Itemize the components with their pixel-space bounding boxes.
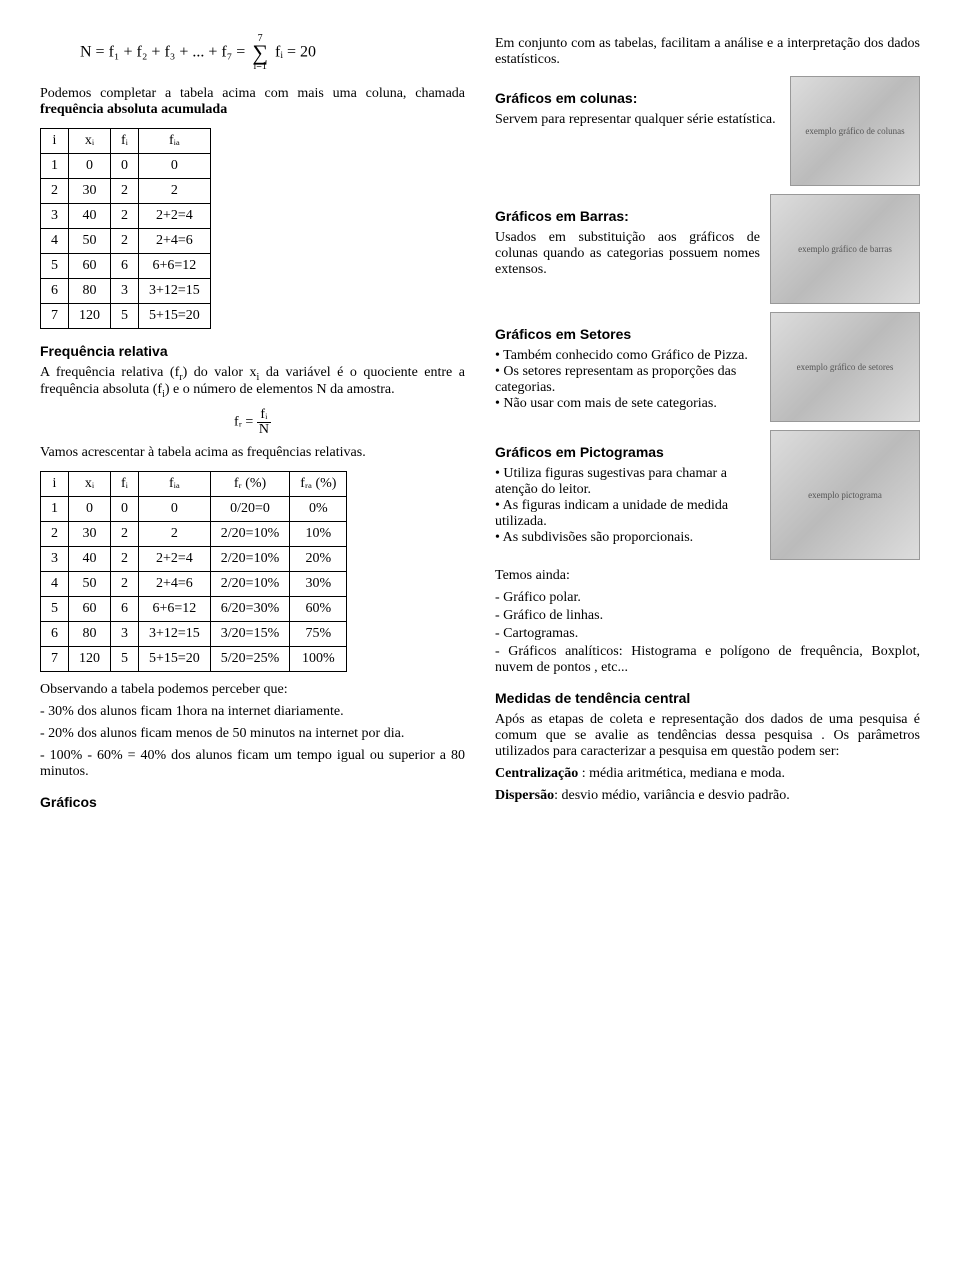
table-row: 230222/20=10%10% bbox=[41, 522, 347, 547]
setores-image: exemplo gráfico de setores bbox=[770, 312, 920, 422]
table-header: i bbox=[41, 472, 69, 497]
list-item: - Gráfico polar. bbox=[495, 590, 920, 606]
table-row: 10000/20=00% bbox=[41, 497, 347, 522]
graficos-colunas-text: Servem para representar qualquer série e… bbox=[495, 112, 780, 128]
graficos-title: Gráficos bbox=[40, 794, 465, 810]
centralizacao-line: Centralização : média aritmética, median… bbox=[495, 766, 920, 782]
list-item: Não usar com mais de sete categorias. bbox=[495, 396, 760, 412]
graficos-barras-title: Gráficos em Barras: bbox=[495, 208, 760, 224]
table-freq-abs-acum: ixᵢfᵢfᵢₐ 10002302234022+2=445022+4=65606… bbox=[40, 128, 211, 329]
table-row: 45022+4=62/20=10%30% bbox=[41, 572, 347, 597]
table-row: 68033+12=153/20=15%75% bbox=[41, 622, 347, 647]
setores-list: Também conhecido como Gráfico de Pizza.O… bbox=[495, 348, 760, 412]
sigma-symbol: 7 ∑ i=1 bbox=[252, 34, 268, 72]
table-freq-relativa: ixᵢfᵢfᵢₐfᵣ (%)fᵣₐ (%) 10000/20=00%230222… bbox=[40, 471, 347, 672]
list-item: - Gráficos analíticos: Histograma e polí… bbox=[495, 644, 920, 676]
barras-image: exemplo gráfico de barras bbox=[770, 194, 920, 304]
freq-rel-paragraph-1: A frequência relativa (fr) do valor xi d… bbox=[40, 365, 465, 401]
table-row: 712055+15=20 bbox=[41, 303, 211, 328]
table-row: 34022+2=42/20=10%20% bbox=[41, 547, 347, 572]
table-header: fᵢ bbox=[111, 128, 139, 153]
freq-rel-paragraph-2: Vamos acrescentar à tabela acima as freq… bbox=[40, 445, 465, 461]
colunas-image: exemplo gráfico de colunas bbox=[790, 76, 920, 186]
list-item: - Gráfico de linhas. bbox=[495, 608, 920, 624]
medidas-paragraph: Após as etapas de coleta e representação… bbox=[495, 712, 920, 760]
graficos-setores-title: Gráficos em Setores bbox=[495, 326, 760, 342]
graficos-barras-text: Usados em substituição aos gráficos de c… bbox=[495, 230, 760, 278]
obs-list: - 30% dos alunos ficam 1hora na internet… bbox=[40, 704, 465, 780]
table-header: fᵣₐ (%) bbox=[290, 472, 347, 497]
table-header: fᵢₐ bbox=[139, 472, 211, 497]
formula-text: N = f₁ + f₂ + f₃ + ... + f₇ = bbox=[80, 43, 245, 60]
temos-list: - Gráfico polar. - Gráfico de linhas. - Ca… bbox=[495, 590, 920, 676]
picto-list: Utiliza figuras sugestivas para chamar a… bbox=[495, 466, 760, 546]
freq-relativa-title: Frequência relativa bbox=[40, 343, 465, 359]
obs-intro: Observando a tabela podemos perceber que… bbox=[40, 682, 465, 698]
right-intro: Em conjunto com as tabelas, facilitam a … bbox=[495, 36, 920, 68]
list-item: Os setores representam as proporções das… bbox=[495, 364, 760, 396]
table-header: xᵢ bbox=[69, 472, 111, 497]
obs-item: - 30% dos alunos ficam 1hora na internet… bbox=[40, 704, 465, 720]
table-header: i bbox=[41, 128, 69, 153]
table-header: fᵣ (%) bbox=[210, 472, 289, 497]
table-row: 45022+4=6 bbox=[41, 228, 211, 253]
temos-ainda-label: Temos ainda: bbox=[495, 568, 920, 584]
table-header: xᵢ bbox=[69, 128, 111, 153]
table-row: 34022+2=4 bbox=[41, 203, 211, 228]
fr-formula: fᵣ = fᵢ N bbox=[40, 408, 465, 437]
obs-item: - 100% - 60% = 40% dos alunos ficam um t… bbox=[40, 748, 465, 780]
list-item: As figuras indicam a unidade de medida u… bbox=[495, 498, 760, 530]
picto-image: exemplo pictograma bbox=[770, 430, 920, 560]
list-item: - Cartogramas. bbox=[495, 626, 920, 642]
obs-item: - 20% dos alunos ficam menos de 50 minut… bbox=[40, 726, 465, 742]
list-item: As subdivisões são proporcionais. bbox=[495, 530, 760, 546]
table-row: 56066+6=126/20=30%60% bbox=[41, 597, 347, 622]
table-row: 1000 bbox=[41, 153, 211, 178]
graficos-colunas-title: Gráficos em colunas: bbox=[495, 90, 780, 106]
table-row: 68033+12=15 bbox=[41, 278, 211, 303]
dispersao-line: Dispersão: desvio médio, variância e des… bbox=[495, 788, 920, 804]
formula-n-sum: N = f₁ + f₂ + f₃ + ... + f₇ = 7 ∑ i=1 fᵢ… bbox=[80, 34, 465, 72]
table-header: fᵢₐ bbox=[139, 128, 211, 153]
table-header: fᵢ bbox=[111, 472, 139, 497]
list-item: Também conhecido como Gráfico de Pizza. bbox=[495, 348, 760, 364]
intro-paragraph: Podemos completar a tabela acima com mai… bbox=[40, 86, 465, 118]
table-row: 712055+15=205/20=25%100% bbox=[41, 647, 347, 672]
medidas-title: Medidas de tendência central bbox=[495, 690, 920, 706]
table-row: 23022 bbox=[41, 178, 211, 203]
graficos-picto-title: Gráficos em Pictogramas bbox=[495, 444, 760, 460]
right-column: Em conjunto com as tabelas, facilitam a … bbox=[495, 30, 920, 816]
list-item: Utiliza figuras sugestivas para chamar a… bbox=[495, 466, 760, 498]
table-row: 56066+6=12 bbox=[41, 253, 211, 278]
left-column: N = f₁ + f₂ + f₃ + ... + f₇ = 7 ∑ i=1 fᵢ… bbox=[40, 30, 465, 816]
formula-result: fᵢ = 20 bbox=[275, 43, 316, 60]
